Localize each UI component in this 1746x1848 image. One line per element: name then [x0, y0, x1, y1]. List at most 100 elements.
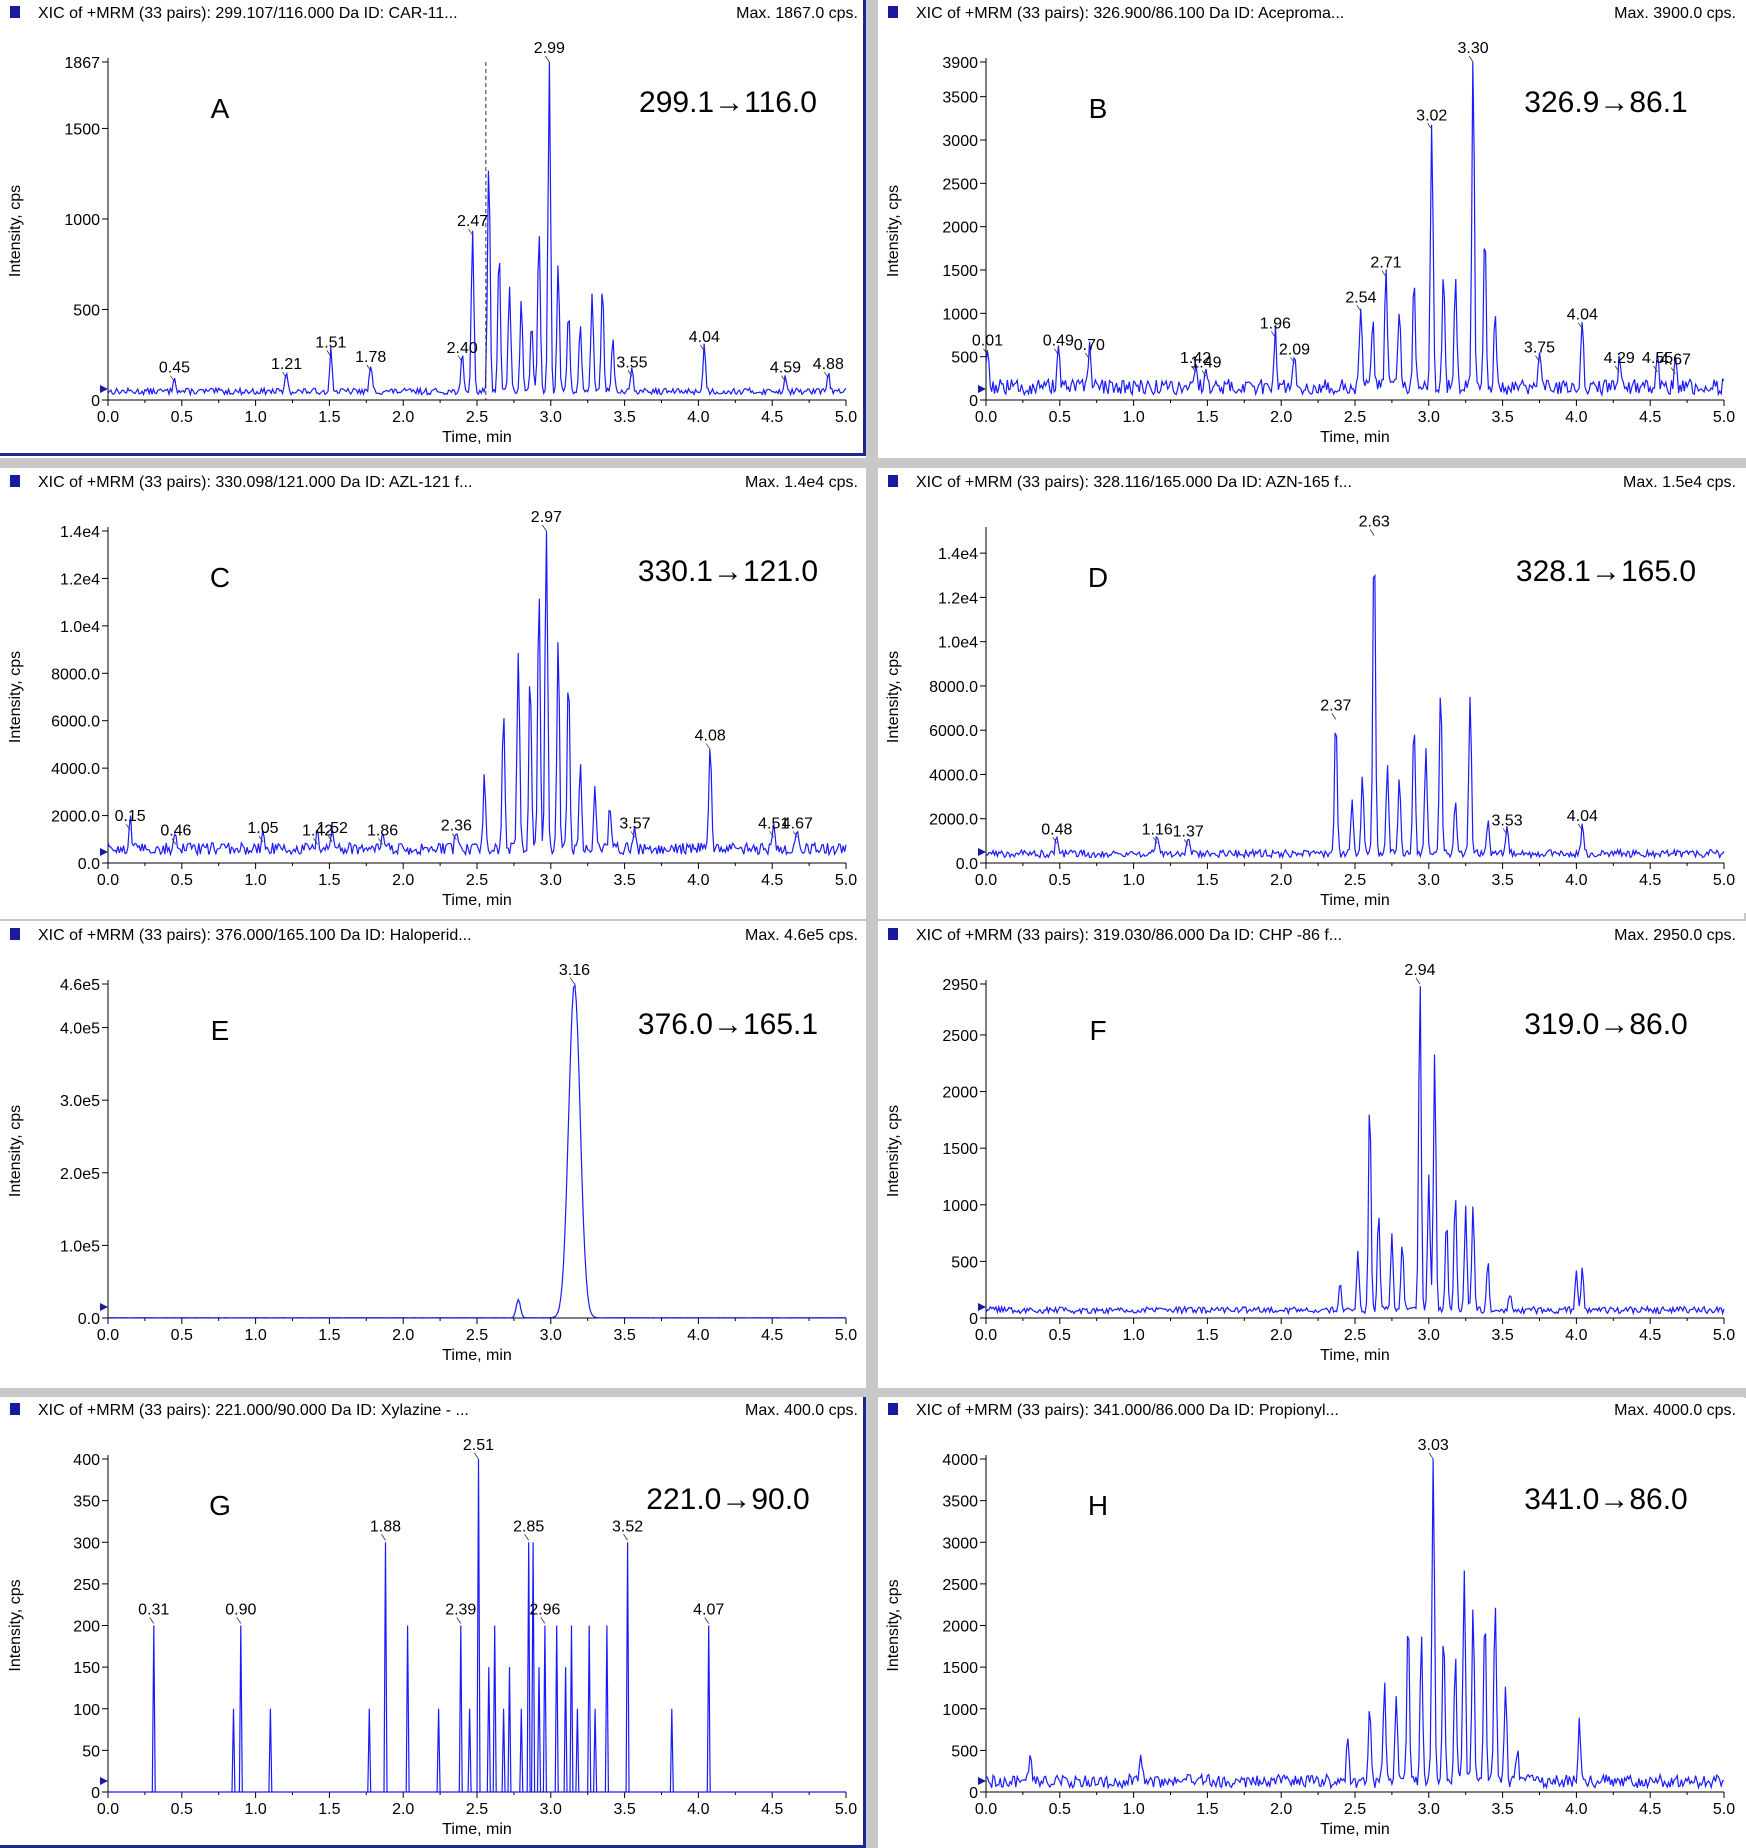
chromatogram-panel-b[interactable]: XIC of +MRM (33 pairs): 326.900/86.100 D…	[878, 0, 1744, 456]
threshold-marker-icon[interactable]	[978, 1777, 986, 1785]
panel-separator[interactable]	[866, 0, 878, 1848]
xic-trace	[108, 982, 846, 1319]
x-tick-label: 2.5	[466, 409, 488, 426]
peak-label: 4.59	[770, 360, 801, 377]
y-tick-label: 2500	[942, 1028, 978, 1045]
peak-label: 0.15	[115, 808, 146, 825]
chromatogram-panel-a[interactable]: XIC of +MRM (33 pairs): 299.107/116.000 …	[0, 0, 866, 456]
y-tick-label: 1000	[64, 212, 100, 229]
y-tick-label: 3500	[942, 1494, 978, 1511]
trace-marker-icon	[888, 475, 898, 487]
peak-label: 2.63	[1359, 514, 1390, 531]
threshold-marker-icon[interactable]	[978, 1303, 986, 1311]
x-tick-label: 2.0	[392, 1327, 414, 1344]
panel-separator[interactable]	[0, 913, 1746, 921]
threshold-marker-icon[interactable]	[100, 385, 108, 393]
chromatogram-panel-h[interactable]: XIC of +MRM (33 pairs): 341.000/86.000 D…	[878, 1397, 1744, 1848]
chromatogram-panel-c[interactable]: XIC of +MRM (33 pairs): 330.098/121.000 …	[0, 469, 866, 919]
x-tick-label: 5.0	[835, 1327, 857, 1344]
x-tick-label: 1.0	[1122, 409, 1144, 426]
x-tick-label: 0.5	[171, 872, 193, 889]
peak-label-leader	[983, 348, 988, 355]
x-tick-label: 0.0	[975, 872, 997, 889]
y-tick-label: 6000.0	[51, 714, 100, 731]
x-tick-label: 2.5	[466, 872, 488, 889]
peak-label: 2.37	[1320, 697, 1351, 714]
peak-label-leader	[1290, 357, 1295, 364]
mrm-transition-label: 328.1→165.0	[1516, 555, 1696, 588]
peak-label-leader	[623, 1534, 628, 1541]
peak-label-leader	[1577, 823, 1583, 831]
xic-trace	[985, 574, 1725, 860]
x-tick-label: 1.0	[1122, 872, 1144, 889]
threshold-marker-icon[interactable]	[100, 848, 108, 856]
x-tick-label: 1.0	[244, 1801, 266, 1818]
chromatogram-panel-f[interactable]: XIC of +MRM (33 pairs): 319.030/86.000 D…	[878, 922, 1744, 1374]
peak-label: 4.04	[689, 329, 720, 346]
xic-trace	[107, 530, 847, 857]
x-tick-label: 2.5	[1344, 1801, 1366, 1818]
x-tick-label: 1.5	[1196, 872, 1218, 889]
y-tick-label: 350	[73, 1494, 100, 1511]
panel-title: XIC of +MRM (33 pairs): 328.116/165.000 …	[916, 474, 1352, 491]
chromatogram-panel-g[interactable]: XIC of +MRM (33 pairs): 221.000/90.000 D…	[0, 1397, 866, 1848]
threshold-marker-icon[interactable]	[978, 385, 986, 393]
threshold-marker-icon[interactable]	[100, 1777, 108, 1785]
peak-label-leader	[326, 350, 332, 357]
peak-label: 1.37	[1173, 824, 1204, 841]
x-tick-label: 4.5	[761, 872, 783, 889]
panel-letter: D	[1088, 562, 1108, 593]
peak-label: 3.57	[619, 815, 650, 832]
peak-label-leader	[236, 1617, 242, 1624]
x-tick-label: 0.0	[975, 1327, 997, 1344]
chromatogram-plot-d: XIC of +MRM (33 pairs): 328.116/165.000 …	[885, 474, 1736, 909]
x-tick-label: 2.0	[1270, 1327, 1292, 1344]
y-tick-label: 50	[82, 1743, 100, 1760]
x-axis-label: Time, min	[442, 1821, 512, 1838]
panel-title: XIC of +MRM (33 pairs): 319.030/86.000 D…	[916, 927, 1342, 944]
panel-title: XIC of +MRM (33 pairs): 221.000/90.000 D…	[38, 1402, 469, 1419]
y-tick-label: 1500	[942, 1660, 978, 1677]
y-tick-label: 0	[91, 393, 100, 410]
chromatogram-panel-e[interactable]: XIC of +MRM (33 pairs): 376.000/165.100 …	[0, 922, 866, 1374]
y-tick-label: 1500	[942, 1141, 978, 1158]
x-tick-label: 4.0	[687, 1801, 709, 1818]
x-axis-label: Time, min	[442, 429, 512, 446]
peak-label-leader	[630, 831, 636, 838]
peak-label-leader	[366, 364, 372, 372]
x-tick-label: 4.5	[1639, 872, 1661, 889]
peak-label-leader	[1201, 370, 1207, 377]
peak-label: 3.52	[612, 1518, 643, 1535]
mrm-transition-label: 299.1→116.0	[639, 86, 817, 119]
x-tick-label: 1.5	[318, 409, 340, 426]
x-tick-label: 3.0	[1418, 1801, 1440, 1818]
threshold-marker-icon[interactable]	[978, 848, 986, 856]
peak-label-leader	[544, 55, 550, 63]
peak-label: 4.08	[695, 728, 726, 745]
y-tick-label: 4000.0	[929, 767, 978, 784]
y-tick-label: 0.0	[956, 856, 978, 873]
panel-separator[interactable]	[0, 1388, 1746, 1398]
threshold-marker-icon[interactable]	[100, 1303, 108, 1311]
peak-label-leader	[1428, 1452, 1434, 1460]
x-tick-label: 5.0	[835, 409, 857, 426]
panel-letter: A	[211, 93, 230, 124]
x-tick-label: 5.0	[1713, 1327, 1735, 1344]
x-tick-label: 2.5	[466, 1327, 488, 1344]
peak-label: 3.30	[1458, 40, 1489, 57]
xic-trace	[107, 61, 847, 397]
peak-label: 1.05	[247, 820, 278, 837]
chromatogram-panel-d[interactable]: XIC of +MRM (33 pairs): 328.116/165.000 …	[878, 469, 1744, 919]
x-tick-label: 4.0	[1565, 872, 1587, 889]
panel-separator[interactable]	[0, 458, 1746, 468]
peak-label: 2.94	[1404, 962, 1435, 979]
x-tick-label: 1.5	[1196, 409, 1218, 426]
y-axis-label: Intensity, cps	[7, 1105, 24, 1197]
y-axis-label: Intensity, cps	[7, 1579, 24, 1671]
y-tick-label: 3900	[942, 55, 978, 72]
y-tick-label: 2000	[942, 1619, 978, 1636]
x-tick-label: 3.5	[1491, 1801, 1513, 1818]
x-tick-label: 2.5	[1344, 409, 1366, 426]
peak-label-leader	[704, 1617, 710, 1624]
x-tick-label: 4.0	[1565, 409, 1587, 426]
